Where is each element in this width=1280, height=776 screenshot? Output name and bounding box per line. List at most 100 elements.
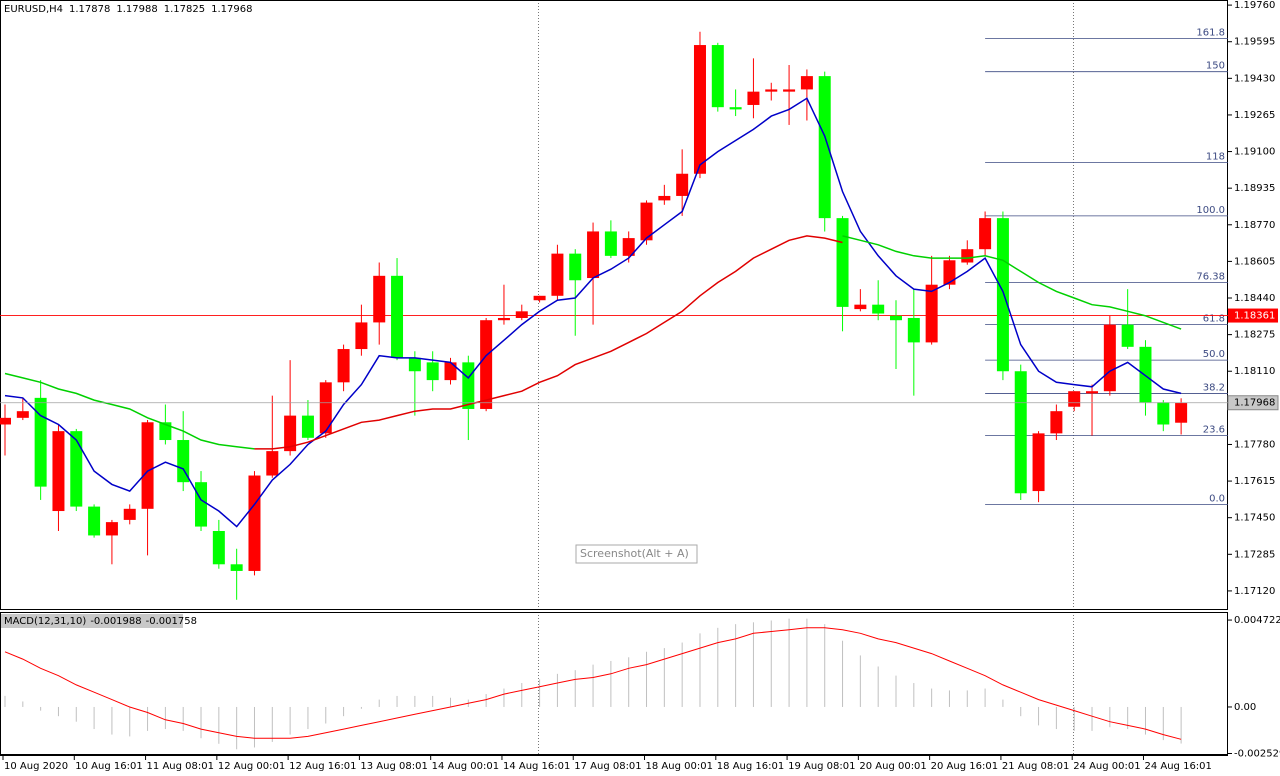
candle-body xyxy=(1175,402,1188,423)
candle-body xyxy=(284,415,297,452)
candle-body xyxy=(1032,433,1045,492)
y-tick-label: 1.17615 xyxy=(1234,476,1275,487)
candle-body xyxy=(783,89,796,92)
moving-average xyxy=(254,235,843,450)
plot-area xyxy=(0,612,1228,755)
y-tick-label: 1.18275 xyxy=(1234,330,1275,341)
x-tick-label: 18 Aug 00:01 xyxy=(646,761,713,772)
y-tick-label: 1.18605 xyxy=(1234,256,1275,267)
candle-body xyxy=(1050,411,1063,434)
tooltip: Screenshot(Alt + A) xyxy=(580,547,689,560)
candle-body xyxy=(979,218,992,250)
fib-label: 0.0 xyxy=(1209,493,1225,504)
candle-body xyxy=(854,304,867,310)
candle-body xyxy=(996,218,1009,372)
candle-body xyxy=(391,275,404,358)
candle-body xyxy=(301,415,314,438)
candle-body xyxy=(480,320,493,409)
fib-label: 100.0 xyxy=(1196,205,1225,216)
ohlc-value: 1.17878 xyxy=(69,4,110,15)
candle-body xyxy=(515,311,528,318)
candle-body xyxy=(230,564,243,571)
candle-body xyxy=(337,349,350,383)
candle-body xyxy=(800,76,813,90)
price-line-box xyxy=(1228,308,1278,323)
y-tick-label: 1.19595 xyxy=(1234,37,1275,48)
fib-label: 50.0 xyxy=(1203,349,1225,360)
price-line-label: 1.18361 xyxy=(1234,311,1275,322)
candle-body xyxy=(943,260,956,285)
candle-body xyxy=(907,317,920,343)
candle-body xyxy=(0,417,11,425)
tooltip-box xyxy=(575,544,698,564)
y-tick-label: 1.18770 xyxy=(1234,220,1275,231)
candle-body xyxy=(1014,371,1027,494)
candle-body xyxy=(426,362,439,381)
y-tick-label: 1.18110 xyxy=(1234,366,1275,377)
candle-body xyxy=(533,295,546,301)
y-tick-label: 1.19265 xyxy=(1234,110,1275,121)
candle-body xyxy=(462,362,475,409)
candle-body xyxy=(658,195,671,201)
symbol: EURUSD,H4 xyxy=(4,4,63,15)
y-tick-label: 1.19760 xyxy=(1234,0,1275,11)
y-tick-label: 1.17450 xyxy=(1234,513,1275,524)
candle-body xyxy=(248,475,261,571)
candle-body xyxy=(836,218,849,307)
candle-body xyxy=(925,284,938,343)
y-tick-label: 1.19100 xyxy=(1234,147,1275,158)
candle-body xyxy=(355,322,368,350)
fib-label: 61.8 xyxy=(1203,314,1225,325)
x-tick-label: 14 Aug 16:01 xyxy=(503,761,570,772)
candle-body xyxy=(604,231,617,256)
moving-average xyxy=(4,235,1182,450)
ohlc-value: 1.17825 xyxy=(164,4,205,15)
signal-line xyxy=(4,627,1182,740)
x-tick-label: 17 Aug 08:01 xyxy=(574,761,641,772)
candle-body xyxy=(195,482,208,527)
candle-body xyxy=(212,531,225,565)
candle-body xyxy=(52,431,65,512)
candle-body xyxy=(693,45,706,174)
chart-header: EURUSD,H4 1.17878 1.17988 1.17825 1.17968 xyxy=(4,4,252,15)
candle-body xyxy=(1086,391,1099,394)
x-tick-label: 10 Aug 16:01 xyxy=(75,761,142,772)
macd-value: -0.001988 xyxy=(90,616,141,627)
candle-body xyxy=(177,440,190,483)
fib-label: 23.6 xyxy=(1203,425,1225,436)
candle-body xyxy=(105,522,118,536)
x-tick-label: 11 Aug 08:01 xyxy=(147,761,214,772)
x-tick-label: 24 Aug 00:01 xyxy=(1073,761,1140,772)
candle-body xyxy=(961,249,974,263)
candle-body xyxy=(890,315,902,321)
y-tick-label: 1.19430 xyxy=(1234,73,1275,84)
y-tick-label: 1.17120 xyxy=(1234,586,1275,597)
indicator-header-bg xyxy=(1,614,183,628)
candle-body xyxy=(1121,324,1134,347)
candle-body xyxy=(872,304,885,314)
candle-body xyxy=(622,238,635,256)
candle-body xyxy=(569,253,582,281)
fib-label: 118 xyxy=(1206,152,1225,163)
x-tick-label: 19 Aug 08:01 xyxy=(788,761,855,772)
x-tick-label: 10 Aug 2020 xyxy=(4,761,68,772)
candle-body xyxy=(408,357,421,372)
ohlc-value: 1.17988 xyxy=(116,4,157,15)
signal-value: -0.001758 xyxy=(146,616,197,627)
candle-body xyxy=(266,451,279,476)
candle-body xyxy=(676,173,689,196)
candle-body xyxy=(70,431,83,507)
bid-box xyxy=(1227,395,1279,411)
candle-body xyxy=(1157,402,1170,425)
indicator-name: MACD(12,31,10) xyxy=(4,616,86,627)
x-tick-label: 14 Aug 00:01 xyxy=(432,761,499,772)
y-tick-label: 0.004722 xyxy=(1234,615,1280,626)
candle-body xyxy=(1139,346,1152,403)
bid-label: 1.17968 xyxy=(1234,398,1275,409)
candle-body xyxy=(444,362,457,381)
candle-body xyxy=(16,411,29,418)
x-tick-label: 12 Aug 16:01 xyxy=(289,761,356,772)
